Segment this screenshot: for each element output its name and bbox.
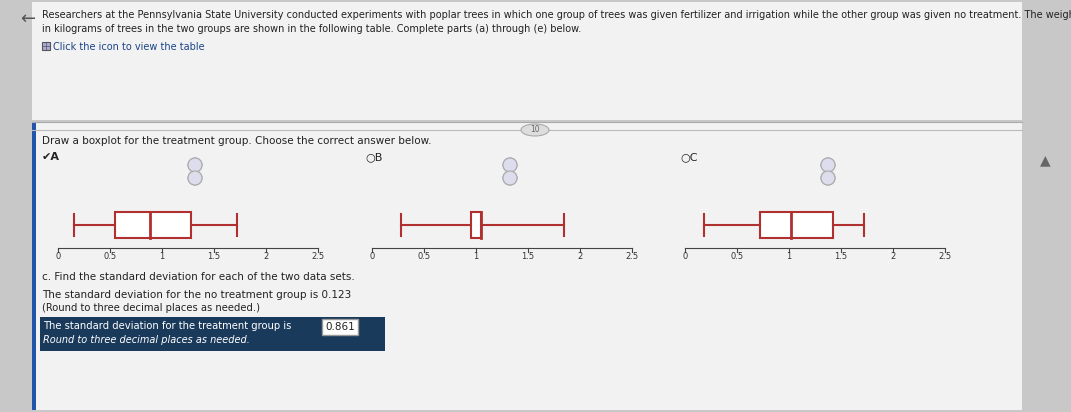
Text: 1: 1 (473, 252, 479, 261)
Text: Researchers at the Pennsylvania State University conducted experiments with popl: Researchers at the Pennsylvania State Un… (42, 10, 1071, 20)
Text: 0: 0 (56, 252, 61, 261)
Circle shape (188, 171, 202, 185)
Text: 0: 0 (682, 252, 688, 261)
Circle shape (503, 158, 517, 172)
Text: 1.5: 1.5 (834, 252, 847, 261)
Text: 1: 1 (160, 252, 165, 261)
Text: Draw a boxplot for the treatment group. Choose the correct answer below.: Draw a boxplot for the treatment group. … (42, 136, 432, 146)
Text: ○B: ○B (365, 152, 382, 162)
Bar (40, 317, 384, 351)
Text: in kilograms of trees in the two groups are shown in the following table. Comple: in kilograms of trees in the two groups … (42, 24, 582, 34)
Bar (32, 122, 1022, 410)
Text: 2.5: 2.5 (312, 252, 325, 261)
Text: ←: ← (20, 10, 35, 28)
Text: 2: 2 (890, 252, 895, 261)
Text: 1: 1 (786, 252, 791, 261)
Text: 0.5: 0.5 (104, 252, 117, 261)
Text: 10: 10 (530, 126, 540, 134)
Text: ○C: ○C (680, 152, 697, 162)
Text: The standard deviation for the treatment group is: The standard deviation for the treatment… (43, 321, 295, 331)
Text: 2.5: 2.5 (625, 252, 638, 261)
Text: 0.5: 0.5 (418, 252, 431, 261)
Text: 0: 0 (369, 252, 375, 261)
Text: Round to three decimal places as needed.: Round to three decimal places as needed. (43, 335, 250, 345)
Text: 2: 2 (263, 252, 269, 261)
Circle shape (821, 171, 835, 185)
Bar (32, 122, 36, 410)
Bar (42, 42, 50, 50)
Text: Click the icon to view the table: Click the icon to view the table (52, 42, 205, 52)
Text: 0.861: 0.861 (326, 322, 355, 332)
Circle shape (821, 158, 835, 172)
Text: 2: 2 (577, 252, 583, 261)
Circle shape (503, 171, 517, 185)
Bar (116, 212, 191, 238)
Bar (471, 212, 481, 238)
Text: 1.5: 1.5 (522, 252, 534, 261)
Bar (322, 319, 358, 335)
Circle shape (188, 158, 202, 172)
Text: 0.5: 0.5 (730, 252, 743, 261)
Ellipse shape (521, 124, 549, 136)
Text: 2.5: 2.5 (938, 252, 951, 261)
Bar (32, 2, 1022, 120)
Text: c. Find the standard deviation for each of the two data sets.: c. Find the standard deviation for each … (42, 272, 355, 282)
Circle shape (188, 171, 202, 185)
Circle shape (821, 158, 835, 172)
Text: The standard deviation for the no treatment group is 0.123: The standard deviation for the no treatm… (42, 290, 351, 300)
Text: ▲: ▲ (1040, 153, 1051, 167)
Bar (760, 212, 832, 238)
Circle shape (821, 171, 835, 185)
Circle shape (188, 158, 202, 172)
Circle shape (503, 158, 517, 172)
Text: (Round to three decimal places as needed.): (Round to three decimal places as needed… (42, 303, 260, 313)
Text: ✔A: ✔A (42, 152, 60, 162)
Circle shape (503, 171, 517, 185)
Text: 1.5: 1.5 (208, 252, 221, 261)
